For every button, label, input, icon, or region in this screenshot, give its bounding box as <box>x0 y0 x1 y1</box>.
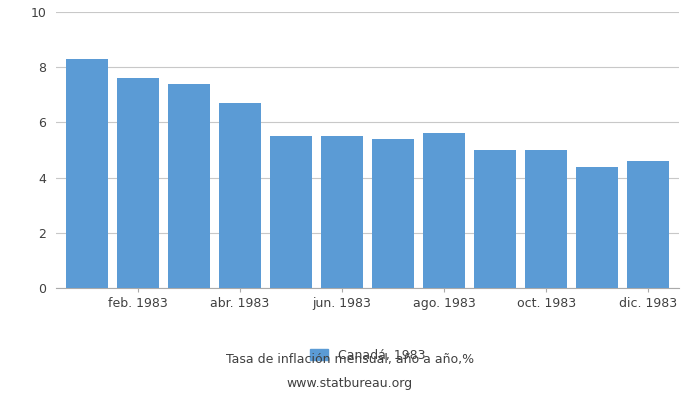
Bar <box>525 150 567 288</box>
Bar <box>627 161 669 288</box>
Bar <box>66 59 108 288</box>
Bar <box>321 136 363 288</box>
Bar <box>117 78 159 288</box>
Text: www.statbureau.org: www.statbureau.org <box>287 378 413 390</box>
Bar <box>372 139 414 288</box>
Bar <box>219 103 261 288</box>
Bar <box>576 166 618 288</box>
Text: Tasa de inflación mensual, año a año,%: Tasa de inflación mensual, año a año,% <box>226 354 474 366</box>
Legend: Canadá, 1983: Canadá, 1983 <box>305 344 430 367</box>
Bar <box>474 150 516 288</box>
Bar <box>270 136 312 288</box>
Bar <box>168 84 210 288</box>
Bar <box>424 134 465 288</box>
